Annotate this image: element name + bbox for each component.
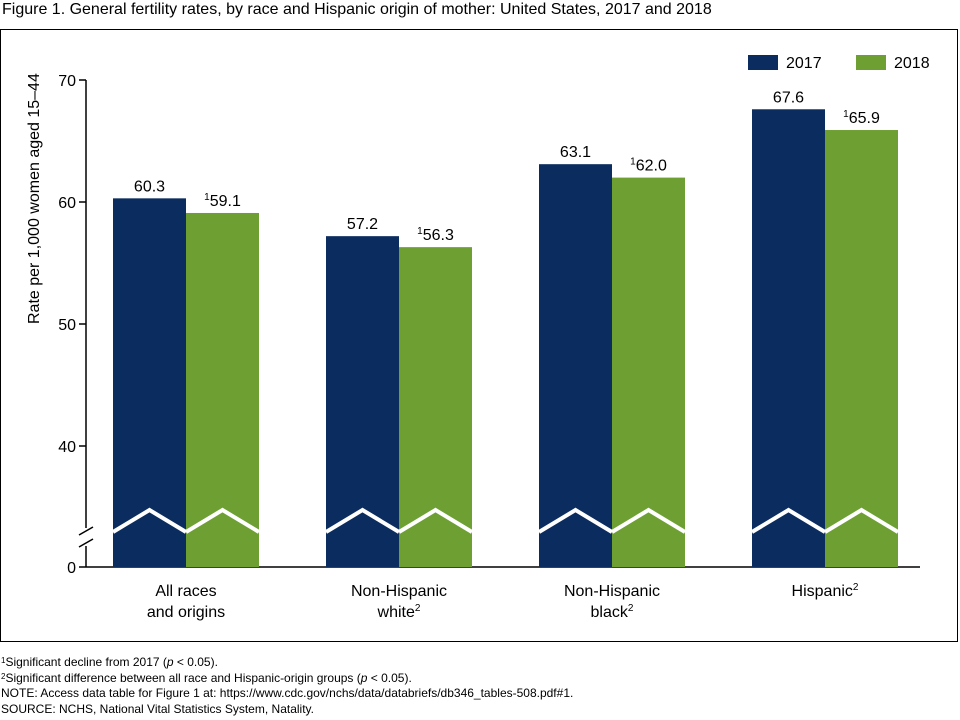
data-label: 162.0	[630, 157, 667, 175]
x-tick-label-line2: and origins	[147, 604, 225, 621]
legend-swatch	[856, 55, 886, 70]
legend-label: 2017	[786, 55, 822, 72]
x-tick-label: All races	[155, 583, 216, 600]
x-tick-label-line2: white2	[377, 603, 421, 621]
bar	[539, 164, 612, 567]
footnotes: 1Significant decline from 2017 (p < 0.05…	[1, 655, 573, 717]
data-label: 156.3	[417, 226, 454, 244]
bar-break-mark	[750, 507, 827, 534]
bar	[326, 236, 399, 567]
bar-break-mark	[537, 507, 614, 534]
data-label: 159.1	[204, 192, 241, 210]
axis-break-mark	[78, 526, 94, 536]
bar	[825, 130, 898, 567]
footnote: SOURCE: NCHS, National Vital Statistics …	[1, 701, 314, 716]
chart-frame	[0, 29, 958, 642]
footnote: NOTE: Access data table for Figure 1 at:…	[1, 686, 574, 700]
axis-break-mark	[78, 538, 94, 548]
data-label: 60.3	[134, 178, 165, 195]
y-tick-label: 50	[58, 317, 76, 334]
figure-title: Figure 1. General fertility rates, by ra…	[2, 1, 712, 18]
y-axis-label: Rate per 1,000 women aged 15–44	[26, 73, 43, 324]
data-label: 57.2	[347, 216, 378, 233]
x-tick-label: Hispanic2	[792, 582, 859, 600]
bar	[752, 109, 825, 567]
y-tick-label: 70	[58, 73, 76, 90]
x-tick-label-line2: black2	[591, 603, 634, 621]
legend-swatch	[748, 55, 778, 70]
bar	[186, 212, 259, 568]
y-tick-label: 60	[58, 195, 76, 212]
data-label: 67.6	[773, 89, 804, 106]
data-label: 63.1	[560, 144, 591, 161]
bar-break-mark	[397, 507, 474, 534]
bar-break-mark	[111, 507, 188, 534]
bar	[612, 177, 685, 567]
bar-break-mark	[823, 507, 900, 534]
bar-break-mark	[324, 507, 401, 534]
bar-break-mark	[184, 507, 261, 534]
footnote: 2Significant difference between all race…	[1, 670, 412, 685]
data-label: 165.9	[843, 109, 880, 127]
bar	[113, 198, 186, 567]
bar	[399, 247, 472, 567]
y-tick-label: 40	[58, 439, 76, 456]
x-tick-label: Non-Hispanic	[564, 583, 660, 600]
footnote: 1Significant decline from 2017 (p < 0.05…	[1, 655, 218, 669]
bar-break-mark	[610, 507, 687, 534]
legend-label: 2018	[894, 55, 930, 72]
y-tick-label: 0	[67, 560, 76, 577]
x-tick-label: Non-Hispanic	[351, 583, 447, 600]
